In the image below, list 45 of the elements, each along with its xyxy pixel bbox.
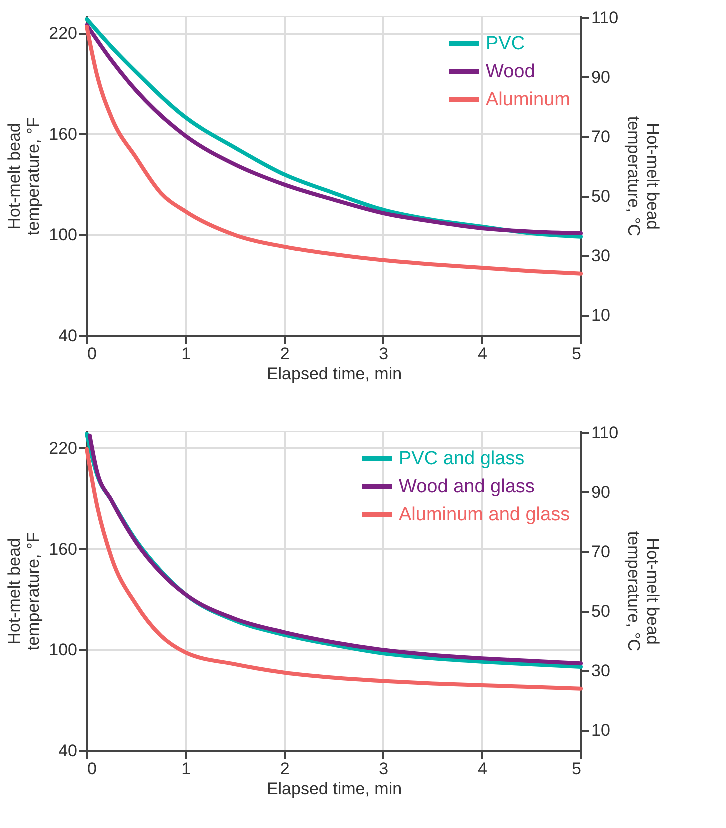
x-tick-label: 3 [379,760,389,778]
y2-tick-label: 50 [592,187,610,206]
line-series [85,24,583,276]
y2-tick-label: 70 [592,542,610,562]
legend-label: Aluminum and glass [399,504,570,526]
y2-tick-label: 90 [592,482,610,502]
legend-label: Aluminum [486,90,570,110]
y2-axis-title: Hot-melt bead temperature, °C [624,531,663,652]
y-tick-label: 220 [49,24,78,44]
x-tick-label: 3 [379,344,389,364]
y-tick-label: 100 [49,226,78,245]
legend-label: PVC [486,34,526,54]
y-tick-label: 40 [58,742,78,760]
y2-tick-label: 10 [592,721,610,740]
x-tick-label: 5 [572,344,582,364]
y-axis-title: Hot-melt bead temperature, °F [5,117,44,236]
x-tick-label: 1 [182,760,192,778]
x-axis-title: Elapsed time, min [266,780,402,798]
y2-tick-label: 110 [592,423,619,442]
y-tick-label: 100 [49,640,78,660]
x-tick-label: 0 [88,344,97,364]
y2-tick-label: 50 [592,602,610,622]
y2-tick-label: 10 [592,306,610,326]
y-tick-label: 160 [49,540,78,559]
y-tick-label: 40 [58,326,78,346]
x-tick-label: 2 [280,760,290,778]
y2-tick-label: 90 [592,68,610,87]
y2-axis-title: Hot-melt bead temperature, °C [624,116,663,237]
x-tick-label: 1 [182,344,192,364]
x-tick-label: 5 [572,760,582,778]
y2-tick-label: 110 [592,8,619,28]
x-tick-label: 4 [478,344,488,364]
y2-tick-label: 30 [592,662,610,681]
legend-label: Wood [486,62,536,82]
y-tick-label: 220 [49,438,78,458]
y2-tick-label: 30 [592,246,610,266]
x-tick-label: 0 [88,760,97,778]
x-tick-label: 4 [478,760,488,778]
y2-tick-label: 70 [592,127,610,146]
x-axis-title: Elapsed time, min [266,364,402,384]
x-tick-label: 2 [280,344,290,364]
legend-label: PVC and glass [399,448,525,470]
y-tick-label: 160 [49,124,78,144]
legend-label: Wood and glass [399,476,535,498]
y-axis-title: Hot-melt bead temperature, °F [5,532,44,651]
